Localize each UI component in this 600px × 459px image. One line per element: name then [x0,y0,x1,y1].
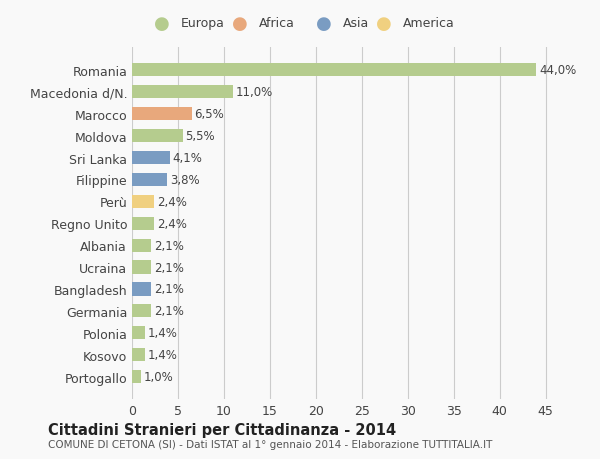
Text: 1,4%: 1,4% [148,348,178,361]
Bar [132,64,536,77]
Bar [132,196,154,208]
Bar [132,217,154,230]
Text: 44,0%: 44,0% [539,64,577,77]
Text: ●: ● [376,15,392,33]
Text: 2,1%: 2,1% [154,261,184,274]
Text: Cittadini Stranieri per Cittadinanza - 2014: Cittadini Stranieri per Cittadinanza - 2… [48,422,396,437]
Bar [132,348,145,362]
Text: 11,0%: 11,0% [236,86,273,99]
Text: America: America [403,17,455,30]
Bar [132,283,151,296]
Text: 1,4%: 1,4% [148,327,178,340]
Bar [132,174,167,187]
Text: ●: ● [232,15,248,33]
Text: ●: ● [316,15,332,33]
Text: ●: ● [154,15,170,33]
Bar [132,130,182,143]
Text: 6,5%: 6,5% [194,108,224,121]
Text: 2,1%: 2,1% [154,305,184,318]
Text: 4,1%: 4,1% [172,151,202,165]
Text: 2,1%: 2,1% [154,239,184,252]
Bar [132,239,151,252]
Text: Europa: Europa [181,17,225,30]
Text: 2,4%: 2,4% [157,196,187,208]
Text: 3,8%: 3,8% [170,174,199,186]
Bar [132,151,170,165]
Bar [132,261,151,274]
Bar [132,326,145,340]
Text: 2,4%: 2,4% [157,217,187,230]
Bar [132,108,192,121]
Bar [132,370,141,383]
Text: 2,1%: 2,1% [154,283,184,296]
Text: Asia: Asia [343,17,370,30]
Text: 1,0%: 1,0% [144,370,173,383]
Text: Africa: Africa [259,17,295,30]
Text: COMUNE DI CETONA (SI) - Dati ISTAT al 1° gennaio 2014 - Elaborazione TUTTITALIA.: COMUNE DI CETONA (SI) - Dati ISTAT al 1°… [48,440,493,449]
Bar [132,305,151,318]
Bar [132,86,233,99]
Text: 5,5%: 5,5% [185,130,215,143]
